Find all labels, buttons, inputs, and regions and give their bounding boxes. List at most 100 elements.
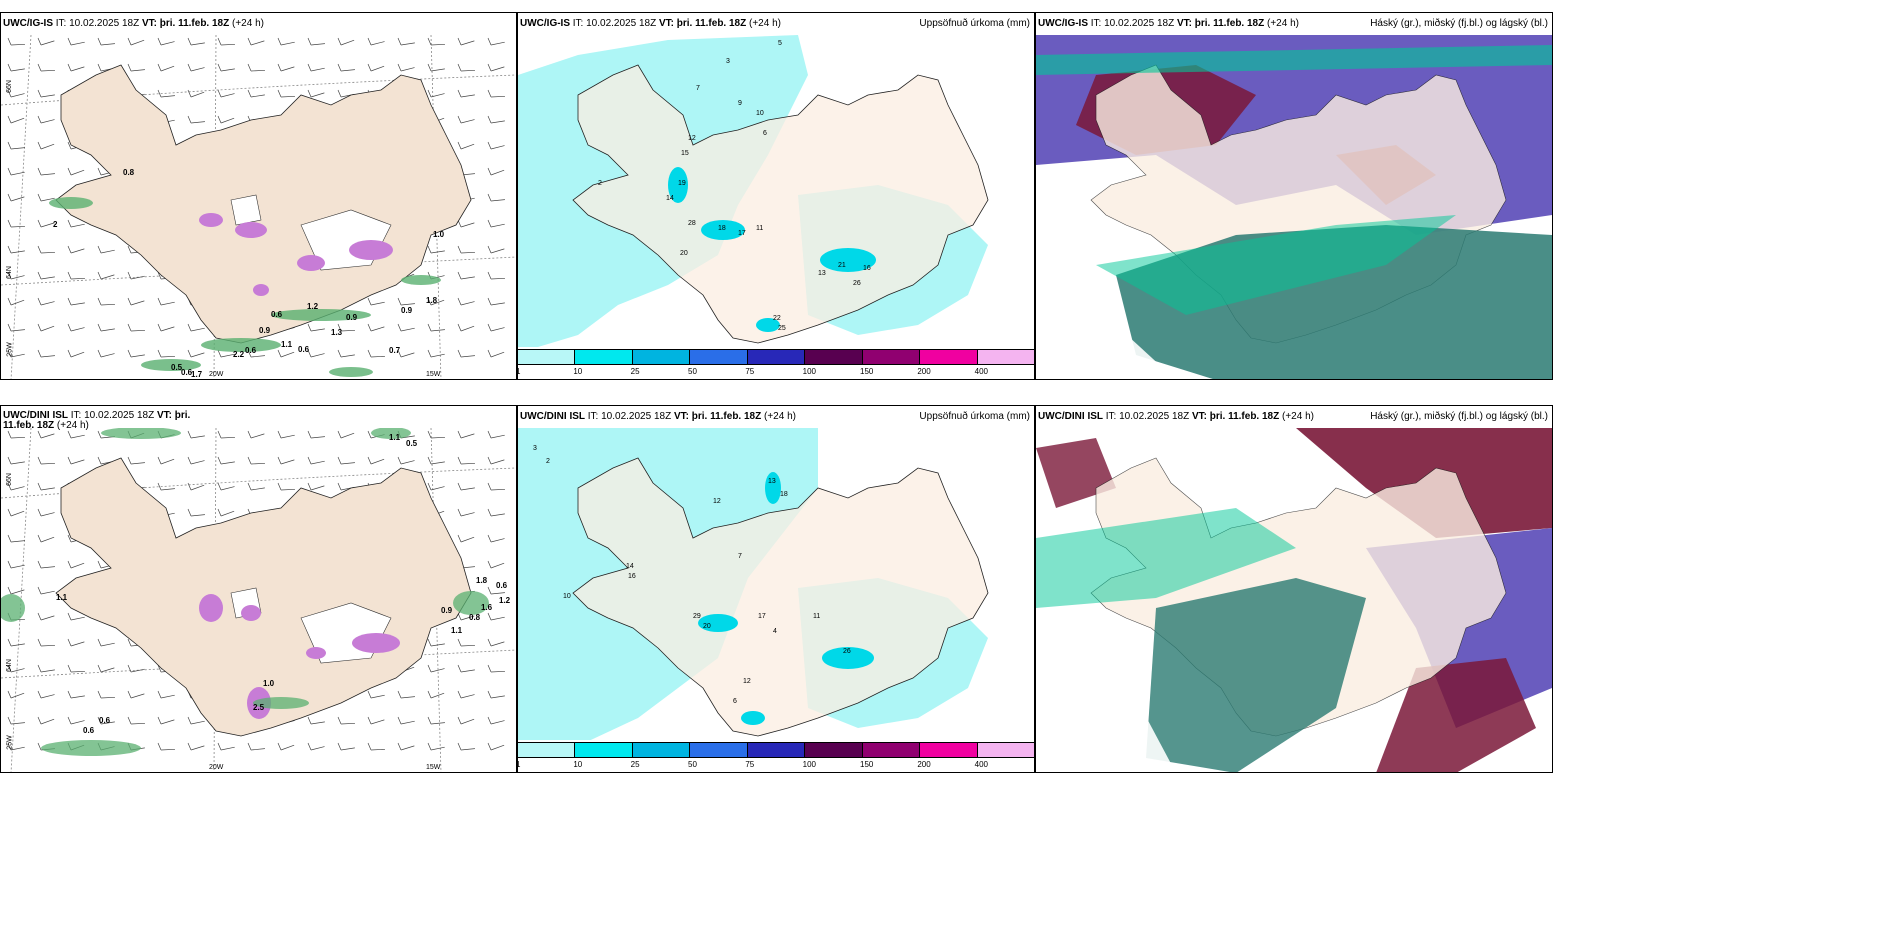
wind-barb: [487, 430, 505, 439]
wind-barb: [217, 482, 235, 491]
wind-barb: [187, 716, 205, 725]
value-label: 2: [598, 180, 602, 187]
value-label: 2: [546, 458, 550, 465]
value-label: 4: [773, 628, 777, 635]
wind-barb: [217, 508, 235, 517]
wind-barb: [487, 742, 505, 751]
wind-barb: [127, 690, 145, 699]
colorbar-cell: [920, 743, 978, 757]
lat-label: 66N: [5, 473, 13, 486]
iceland-land: [572, 457, 989, 737]
value-label: 0.6: [181, 368, 193, 377]
wind-barb: [127, 323, 145, 332]
wind-barb: [307, 716, 325, 725]
wind-barb: [97, 271, 115, 280]
wind-barb: [187, 456, 205, 465]
value-label: 15: [681, 150, 689, 157]
wind-barb: [37, 271, 55, 280]
wind-barb: [397, 63, 415, 72]
wind-barb: [7, 219, 25, 228]
colorbar-tick: 75: [745, 760, 755, 769]
value-label: 1.8: [476, 576, 488, 585]
wind-barb: [7, 690, 25, 699]
colorbar-cell: [575, 350, 633, 364]
wind-barb: [277, 63, 295, 72]
wind-barb: [487, 89, 506, 98]
wind-barb: [157, 37, 175, 46]
wind-barb: [337, 323, 356, 332]
colorbar-tick: 150: [860, 367, 874, 376]
wind-barb: [277, 37, 295, 46]
panel-subtitle: Uppsöfnuð úrkoma (mm): [919, 411, 1030, 422]
wind-barb: [457, 534, 475, 543]
precip-green: [49, 197, 441, 377]
colorbar-cell: [632, 743, 691, 757]
wind-barb: [307, 430, 325, 439]
wind-barb: [217, 115, 235, 124]
value-label: 3: [533, 445, 537, 452]
wind-barb: [7, 586, 25, 595]
wind-barb: [487, 508, 505, 517]
value-label: 19: [678, 180, 686, 187]
lat-label: 64N: [5, 266, 13, 279]
wind-barb: [487, 37, 505, 46]
wind-barb: [37, 89, 55, 98]
wind-barb: [7, 716, 25, 725]
wind-barb: [337, 37, 355, 46]
wind-barb: [367, 716, 385, 725]
wind-barb: [37, 586, 55, 595]
wind-barb: [37, 349, 55, 358]
colorbar-tick: 400: [974, 367, 989, 376]
wind-barb: [7, 349, 25, 358]
wind-barb: [187, 63, 205, 72]
colorbar-tick: 1: [518, 367, 520, 376]
wind-barb: [67, 430, 85, 439]
value-label: 5: [778, 40, 782, 47]
wind-barb: [367, 297, 385, 306]
colorbar-cell: [690, 350, 748, 364]
wind-barb: [457, 141, 475, 150]
wind-barb: [427, 349, 445, 358]
wind-barb: [37, 638, 55, 647]
wind-barb: [127, 37, 145, 46]
precip-green: [1, 428, 489, 756]
wind-barb: [7, 167, 25, 176]
value-label: 14: [666, 195, 674, 202]
wind-barb: [397, 716, 415, 725]
wind-barb: [337, 430, 355, 439]
lat-label: 25W: [6, 342, 14, 357]
wind-barb: [337, 716, 356, 725]
wind-barb: [7, 297, 25, 306]
colorbar-cell: [747, 743, 806, 757]
wind-barb: [127, 664, 145, 673]
wind-barb: [37, 612, 55, 621]
colorbar-tick: 100: [802, 367, 817, 376]
wind-barb: [37, 534, 55, 543]
wind-barb: [97, 690, 116, 699]
wind-barb: [157, 482, 175, 491]
wind-barb: [307, 456, 325, 465]
wind-barb: [157, 63, 175, 72]
value-label: 11: [813, 613, 820, 620]
wind-barb: [457, 245, 476, 254]
wind-barb: [487, 271, 506, 280]
wind-barb: [187, 37, 205, 46]
colorbar-tick: 25: [630, 760, 640, 769]
wind-barb: [67, 612, 85, 621]
wind-barb: [247, 63, 266, 72]
wind-barb: [367, 349, 386, 358]
wind-barb: [127, 297, 145, 306]
wind-barb: [397, 37, 415, 46]
wind-barb: [427, 89, 445, 98]
wind-barb: [37, 508, 55, 517]
wind-barb: [487, 534, 505, 543]
wind-barb: [487, 664, 506, 673]
wind-barb: [427, 430, 446, 439]
wind-barb: [187, 89, 205, 98]
wind-barb: [217, 742, 235, 751]
colorbar-cell: [862, 743, 921, 757]
wind-barb: [7, 742, 25, 751]
wind-barb: [487, 167, 505, 176]
value-label: 2.2: [233, 350, 245, 359]
